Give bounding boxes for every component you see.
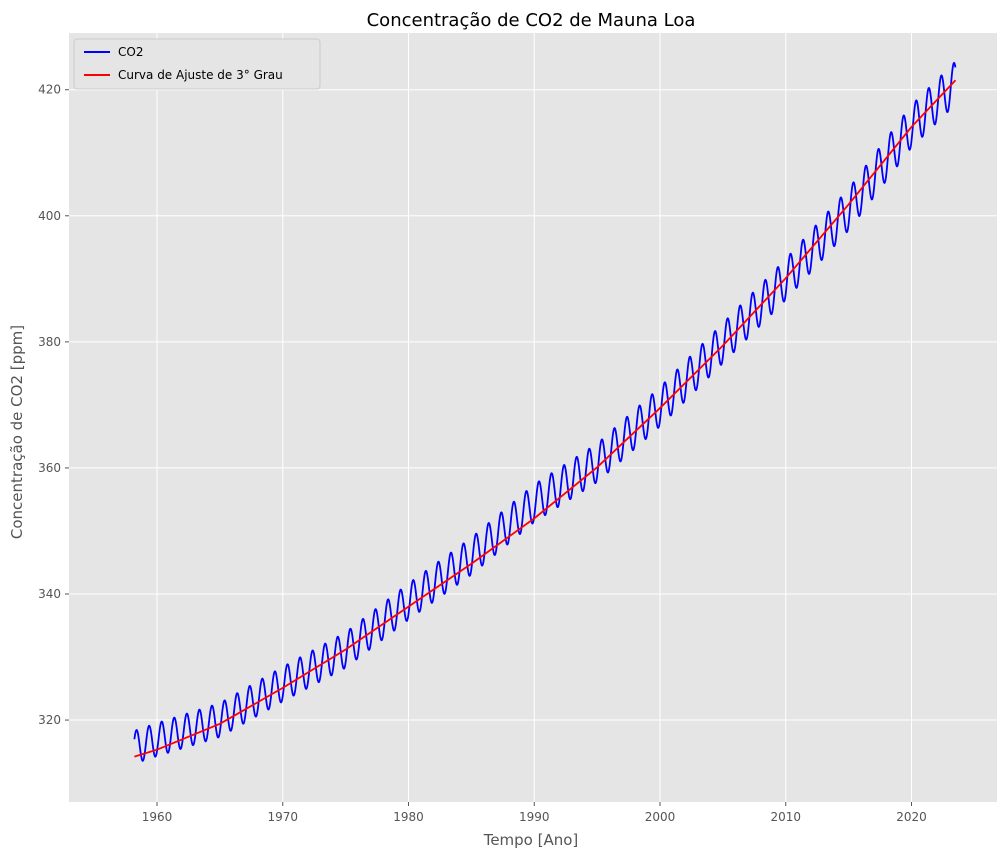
x-tick-label: 2000: [645, 810, 676, 824]
plot-area: [69, 33, 997, 802]
x-tick-label: 1990: [519, 810, 550, 824]
chart-title: Concentração de CO2 de Mauna Loa: [367, 10, 696, 31]
y-tick-label: 400: [38, 209, 61, 223]
legend-label-co2: CO2: [118, 45, 143, 59]
y-tick-label: 360: [38, 461, 61, 475]
y-axis-ticks: 320 340 360 380 400 420: [38, 83, 69, 727]
series-line-fit: [134, 79, 957, 758]
y-tick-label: 320: [38, 713, 61, 727]
x-tick-label: 2020: [896, 810, 927, 824]
y-tick-label: 380: [38, 335, 61, 349]
legend-label-fit: Curva de Ajuste de 3° Grau: [118, 68, 283, 82]
series-layer: [133, 61, 957, 762]
x-tick-label: 1980: [393, 810, 424, 824]
y-tick-label: 340: [38, 587, 61, 601]
x-axis-label: Tempo [Ano]: [483, 831, 579, 849]
x-tick-label: 1970: [267, 810, 298, 824]
y-tick-label: 420: [38, 83, 61, 97]
x-tick-label: 1960: [142, 810, 173, 824]
x-axis-ticks: 1960 1970 1980 1990 2000 2010 2020: [142, 802, 927, 824]
legend: CO2 Curva de Ajuste de 3° Grau: [73, 38, 321, 90]
x-tick-label: 2010: [770, 810, 801, 824]
y-axis-label: Concentração de CO2 [ppm]: [8, 325, 26, 539]
legend-box: [73, 38, 321, 90]
